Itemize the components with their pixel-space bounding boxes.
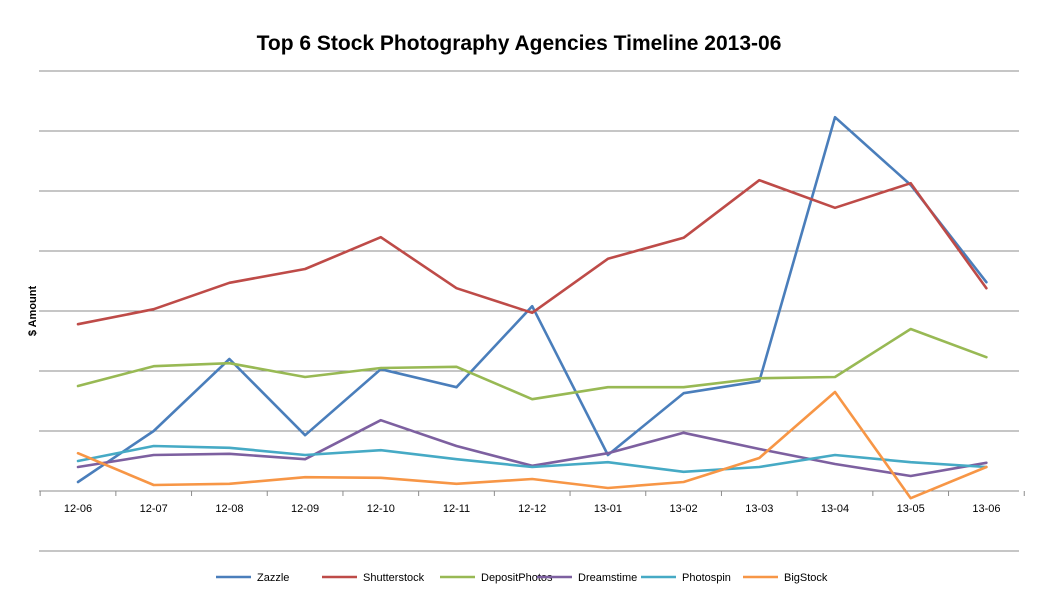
x-tick-label: 12-08 [215, 503, 243, 515]
legend-label-photospin: Photospin [682, 572, 731, 584]
x-tick-label: 12-09 [291, 503, 319, 515]
x-tick-label: 13-06 [972, 503, 1000, 515]
x-tick-label: 12-12 [518, 503, 546, 515]
series-line-shutterstock [76, 178, 988, 326]
x-tick-label: 12-06 [64, 503, 92, 515]
series-line-bigstock [76, 390, 988, 500]
x-tick-label: 13-04 [821, 503, 849, 515]
x-tick-label: 12-11 [443, 503, 470, 515]
legend-label-bigstock: BigStock [784, 572, 828, 584]
x-tick-label: 13-05 [897, 503, 925, 515]
x-tick-label: 13-03 [745, 503, 773, 515]
series-line-zazzle [76, 115, 988, 484]
x-tick-label: 13-02 [670, 503, 698, 515]
x-tick-label: 13-01 [594, 503, 622, 515]
series-line-photospin [76, 444, 988, 474]
series-lines [76, 115, 988, 500]
legend: Zazzle Shutterstock DepositPhotos Dreamstim… [216, 572, 828, 584]
legend-label-dreamstime: Dreamstime [578, 572, 637, 584]
legend-label-shutterstock: Shutterstock [363, 572, 425, 584]
gridlines [39, 70, 1019, 552]
x-tick-label: 12-07 [140, 503, 168, 515]
x-tick-label: 12-10 [367, 503, 395, 515]
chart-title: Top 6 Stock Photography Agencies Timelin… [257, 32, 782, 55]
y-axis-label: $ Amount [27, 286, 39, 337]
series-line-depositphotos [76, 327, 988, 401]
legend-label-depositphotos: DepositPhotos [481, 572, 553, 584]
x-axis: 12-06 12-07 12-08 12-09 12-10 12-11 12-12 13-01… [39, 490, 1025, 515]
legend-label-zazzle: Zazzle [257, 572, 289, 584]
